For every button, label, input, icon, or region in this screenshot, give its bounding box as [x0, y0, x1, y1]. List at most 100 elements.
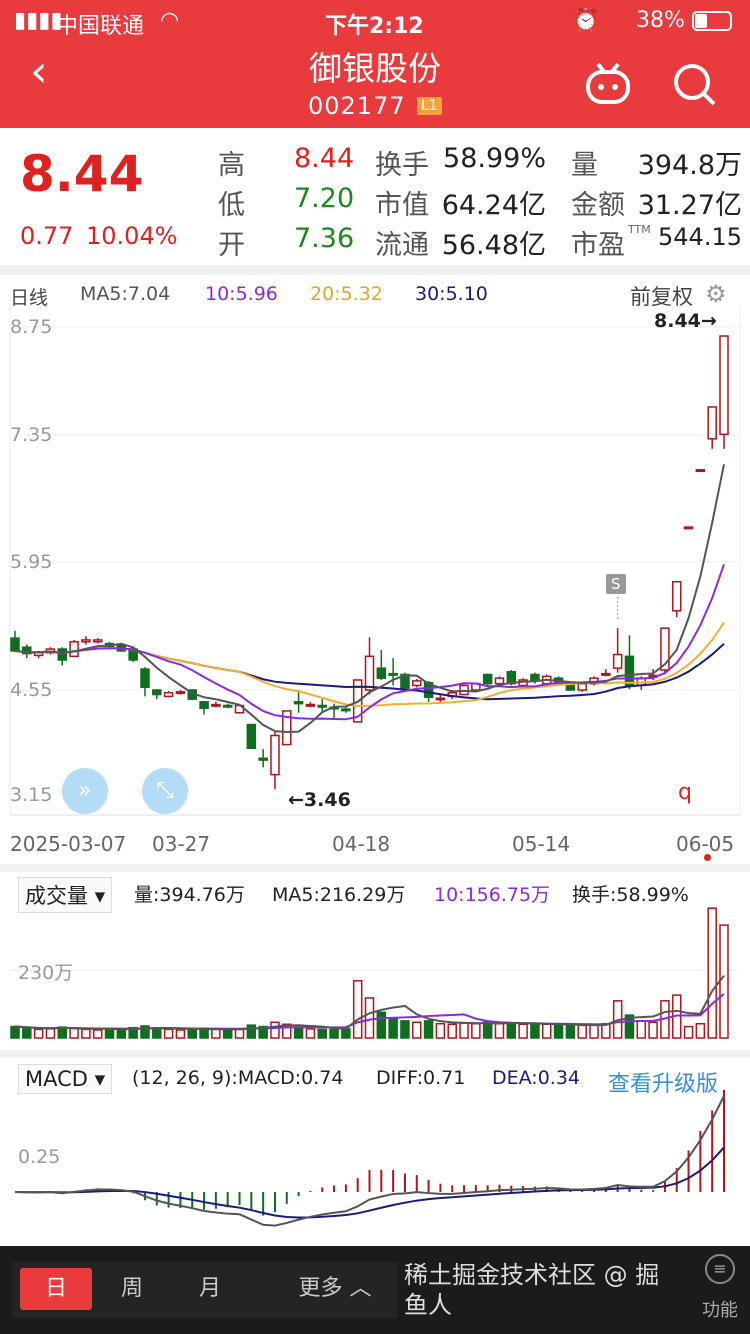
robot-icon[interactable] — [584, 62, 632, 106]
candle-body — [222, 704, 233, 708]
candle-body — [388, 672, 398, 676]
stat-value: 64.24亿 — [441, 190, 546, 221]
volume-bar — [211, 1028, 221, 1039]
date-label: 03-27 — [152, 832, 211, 856]
status-time: 下午2:12 — [325, 14, 424, 39]
volume-bar — [542, 1023, 552, 1039]
tab-more[interactable]: 更多 ︿ — [298, 1276, 372, 1301]
volume-bar — [317, 1028, 327, 1039]
ma30-legend: 30:5.10 — [415, 283, 488, 305]
stat-label: 量 — [571, 150, 598, 181]
wifi-icon: ◠ — [160, 8, 180, 33]
date-label: 06-05 — [676, 832, 735, 856]
divider — [0, 265, 750, 275]
candle-body — [612, 653, 623, 669]
function-label[interactable]: 功能 — [702, 1300, 738, 1321]
volume-bar — [246, 1024, 257, 1039]
volume-bar — [589, 1024, 599, 1039]
expand-icon[interactable]: ⤡ — [142, 768, 188, 814]
candle-body — [57, 648, 68, 661]
candle-body — [22, 646, 32, 655]
volume-bar — [565, 1025, 576, 1039]
carrier: 中国联通 — [56, 14, 145, 39]
candle-body — [246, 723, 257, 749]
low-marker: ←3.46 — [288, 789, 351, 811]
ttm-sup: TTM — [628, 223, 651, 236]
volume-bar — [305, 1028, 316, 1039]
macd-axis-tick: 0.25 — [18, 1146, 61, 1168]
volume-bar — [518, 1023, 528, 1039]
battery-icon — [692, 11, 732, 31]
candle-body — [211, 703, 221, 707]
volume-bar — [423, 1020, 434, 1039]
indicator-selector-macd[interactable]: MACD ▾ — [18, 1064, 113, 1094]
volume-bar — [33, 1028, 44, 1039]
jump-icon[interactable]: q — [678, 780, 692, 805]
stat-value: 31.27亿 — [637, 190, 742, 221]
upgrade-link[interactable]: 查看升级版 — [608, 1072, 719, 1097]
volume-bar — [282, 1023, 292, 1039]
candle-body — [140, 668, 150, 689]
volume-bar — [258, 1025, 268, 1039]
indicator-selector-volume[interactable]: 成交量 ▾ — [18, 877, 113, 913]
tab-day[interactable]: 日 — [20, 1268, 92, 1310]
stat-value: 58.99% — [443, 143, 546, 174]
candle-body — [494, 677, 505, 685]
macd-chart — [14, 1090, 725, 1227]
price-change-pct: 10.04% — [86, 222, 178, 250]
ma10-legend: 10:5.96 — [205, 283, 278, 305]
volume-bar — [577, 1024, 587, 1039]
back-icon[interactable]: ‹ — [30, 46, 48, 97]
volume-bar — [352, 980, 363, 1039]
date-label: 04-18 — [332, 832, 391, 856]
volume-bar — [530, 1022, 540, 1039]
macd-dea: DEA:0.34 — [492, 1067, 581, 1089]
candle-body — [577, 682, 587, 691]
current-price: 8.44 — [20, 145, 144, 203]
volume-bar — [329, 1028, 339, 1039]
volume-bar — [435, 1022, 446, 1039]
volume-bar — [222, 1029, 233, 1039]
current-dot — [704, 854, 711, 861]
price-change: 0.77 — [20, 222, 74, 250]
candle-body — [92, 639, 103, 643]
volume-bar — [140, 1025, 150, 1039]
volume-bar — [695, 1022, 706, 1039]
volume-bar — [482, 1021, 493, 1039]
volume-bar — [69, 1027, 79, 1039]
menu-icon[interactable]: ≡ — [705, 1254, 735, 1284]
volume-bar — [45, 1028, 56, 1039]
volume-ma5-line — [14, 975, 725, 1031]
volume-bar — [506, 1022, 517, 1039]
volume-bar — [364, 997, 375, 1039]
stat-value: 7.20 — [294, 183, 355, 214]
price-axis-tick: 8.75 — [10, 316, 53, 338]
volume-turnover: 换手:58.99% — [572, 884, 689, 906]
candle-body — [671, 580, 682, 612]
volume-bar — [81, 1028, 91, 1039]
price-axis-tick: 3.15 — [10, 784, 53, 806]
tab-month[interactable]: 月 — [198, 1276, 221, 1301]
candle-body — [317, 704, 327, 708]
collapse-icon[interactable]: » — [62, 768, 108, 814]
volume-bar — [234, 1028, 245, 1039]
volume-chart — [10, 907, 740, 1039]
candlestick-chart[interactable] — [0, 305, 750, 865]
volume-value: 量:394.76万 — [134, 884, 245, 906]
period-label[interactable]: 日线 — [10, 287, 49, 309]
search-icon[interactable] — [672, 62, 718, 108]
tab-week[interactable]: 周 — [120, 1276, 143, 1301]
signal-badge[interactable]: S — [606, 574, 626, 594]
candle-body — [282, 710, 292, 746]
volume-bar — [341, 1028, 351, 1039]
gear-icon[interactable]: ⚙ — [705, 280, 727, 308]
volume-bar — [459, 1022, 469, 1039]
adjust-selector[interactable]: 前复权 — [630, 285, 693, 309]
volume-bar — [707, 907, 717, 1039]
volume-bar — [412, 1021, 422, 1039]
candle-body — [412, 680, 422, 687]
volume-bar — [683, 1025, 694, 1039]
date-label: 2025-03-07 — [10, 832, 127, 856]
candle-body — [81, 639, 91, 643]
signal-icon: ▮▮▮▮ — [14, 8, 63, 33]
